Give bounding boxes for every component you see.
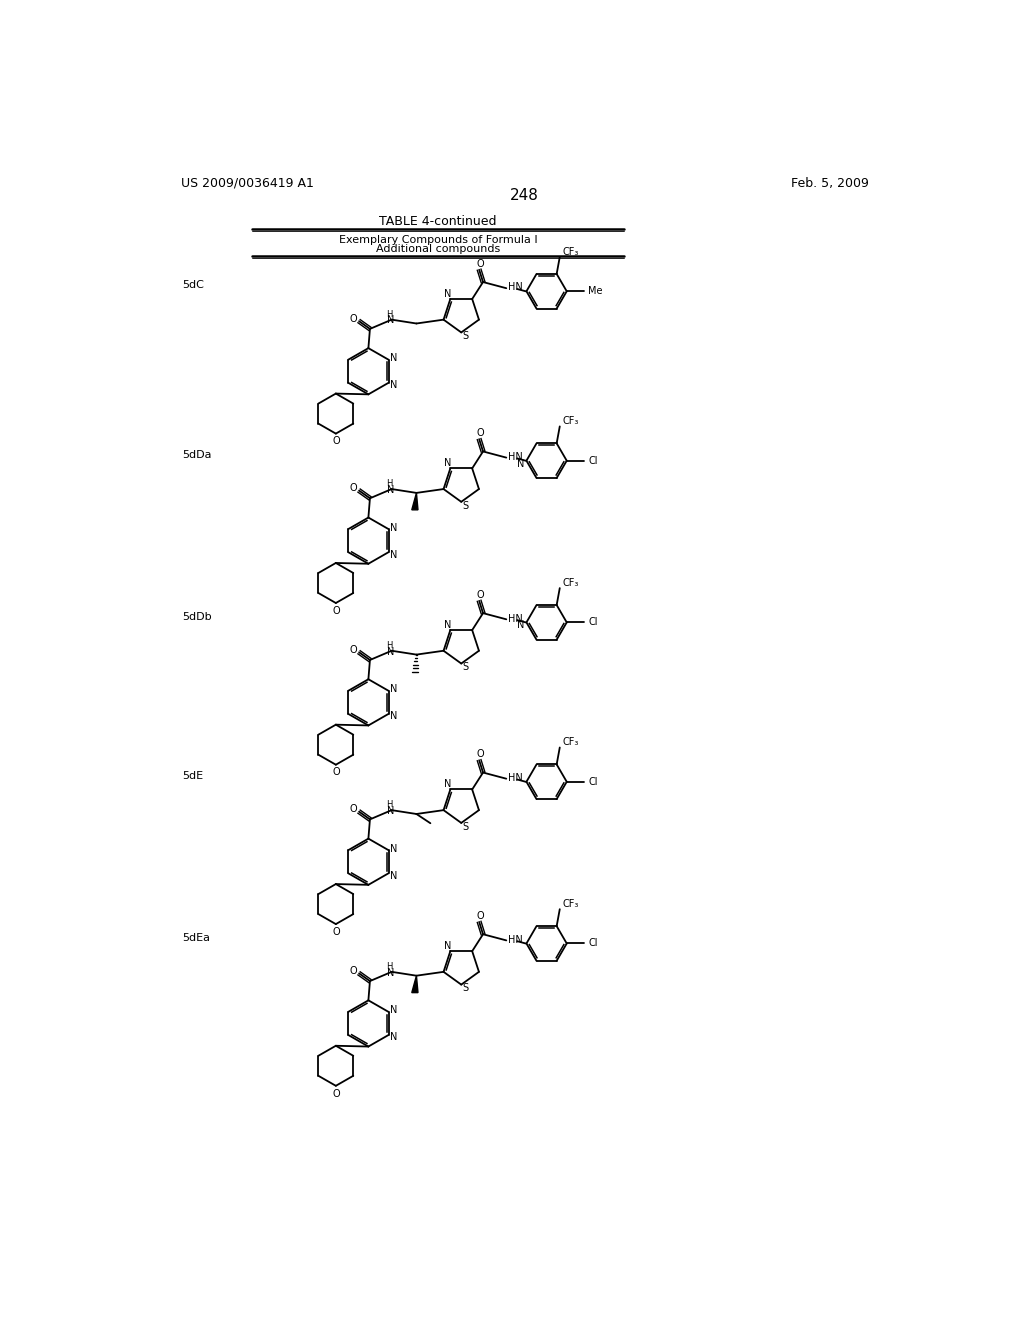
Text: N: N — [443, 941, 451, 950]
Text: N: N — [390, 354, 397, 363]
Text: Cl: Cl — [589, 455, 598, 466]
Text: S: S — [463, 663, 469, 672]
Text: N: N — [390, 1032, 397, 1043]
Text: N: N — [390, 380, 397, 391]
Text: H: H — [386, 642, 392, 649]
Text: 5dE: 5dE — [182, 771, 204, 781]
Text: O: O — [476, 259, 483, 268]
Text: 5dDa: 5dDa — [182, 450, 212, 459]
Text: 5dEa: 5dEa — [182, 933, 210, 942]
Text: Cl: Cl — [589, 618, 598, 627]
Polygon shape — [412, 975, 418, 993]
Text: Me: Me — [589, 286, 603, 296]
Text: N: N — [390, 684, 397, 694]
Text: CF₃: CF₃ — [563, 416, 580, 426]
Text: HN: HN — [508, 282, 522, 293]
Text: S: S — [463, 331, 469, 342]
Text: O: O — [350, 645, 357, 655]
Text: N: N — [390, 871, 397, 880]
Text: N: N — [387, 484, 394, 495]
Text: S: S — [463, 500, 469, 511]
Text: Additional compounds: Additional compounds — [376, 244, 500, 255]
Text: O: O — [332, 437, 340, 446]
Text: O: O — [350, 804, 357, 814]
Text: S: S — [463, 822, 469, 832]
Text: CF₃: CF₃ — [563, 899, 580, 908]
Text: CF₃: CF₃ — [563, 247, 580, 256]
Text: HN: HN — [508, 774, 522, 783]
Text: H: H — [386, 310, 392, 318]
Text: N: N — [443, 458, 451, 469]
Polygon shape — [412, 492, 418, 510]
Text: O: O — [476, 911, 483, 921]
Text: Cl: Cl — [589, 776, 598, 787]
Text: N: N — [516, 620, 524, 631]
Text: O: O — [476, 748, 483, 759]
Text: O: O — [350, 314, 357, 323]
Text: O: O — [332, 927, 340, 937]
Text: H: H — [386, 962, 392, 972]
Text: CF₃: CF₃ — [563, 578, 580, 587]
Text: TABLE 4-continued: TABLE 4-continued — [379, 215, 497, 228]
Text: N: N — [443, 619, 451, 630]
Text: N: N — [387, 807, 394, 816]
Text: H: H — [386, 479, 392, 488]
Text: HN: HN — [508, 614, 522, 623]
Text: N: N — [387, 647, 394, 656]
Text: N: N — [516, 459, 524, 469]
Text: S: S — [463, 983, 469, 994]
Text: N: N — [443, 779, 451, 789]
Text: O: O — [332, 1089, 340, 1098]
Text: N: N — [390, 1006, 397, 1015]
Text: 5dC: 5dC — [182, 280, 204, 290]
Text: Feb. 5, 2009: Feb. 5, 2009 — [791, 177, 869, 190]
Text: 5dDb: 5dDb — [182, 611, 212, 622]
Text: HN: HN — [508, 935, 522, 945]
Text: US 2009/0036419 A1: US 2009/0036419 A1 — [180, 177, 313, 190]
Text: N: N — [387, 968, 394, 978]
Text: N: N — [390, 549, 397, 560]
Text: 248: 248 — [510, 187, 540, 203]
Text: O: O — [476, 428, 483, 438]
Text: N: N — [390, 711, 397, 721]
Text: O: O — [332, 767, 340, 777]
Text: Exemplary Compounds of Formula I: Exemplary Compounds of Formula I — [339, 235, 538, 246]
Text: HN: HN — [508, 451, 522, 462]
Text: Cl: Cl — [589, 939, 598, 949]
Text: CF₃: CF₃ — [563, 737, 580, 747]
Text: N: N — [390, 843, 397, 854]
Text: O: O — [476, 590, 483, 599]
Text: O: O — [350, 483, 357, 494]
Text: O: O — [332, 606, 340, 615]
Text: O: O — [350, 966, 357, 975]
Text: N: N — [443, 289, 451, 298]
Text: N: N — [387, 315, 394, 326]
Text: N: N — [390, 523, 397, 532]
Text: H: H — [386, 800, 392, 809]
